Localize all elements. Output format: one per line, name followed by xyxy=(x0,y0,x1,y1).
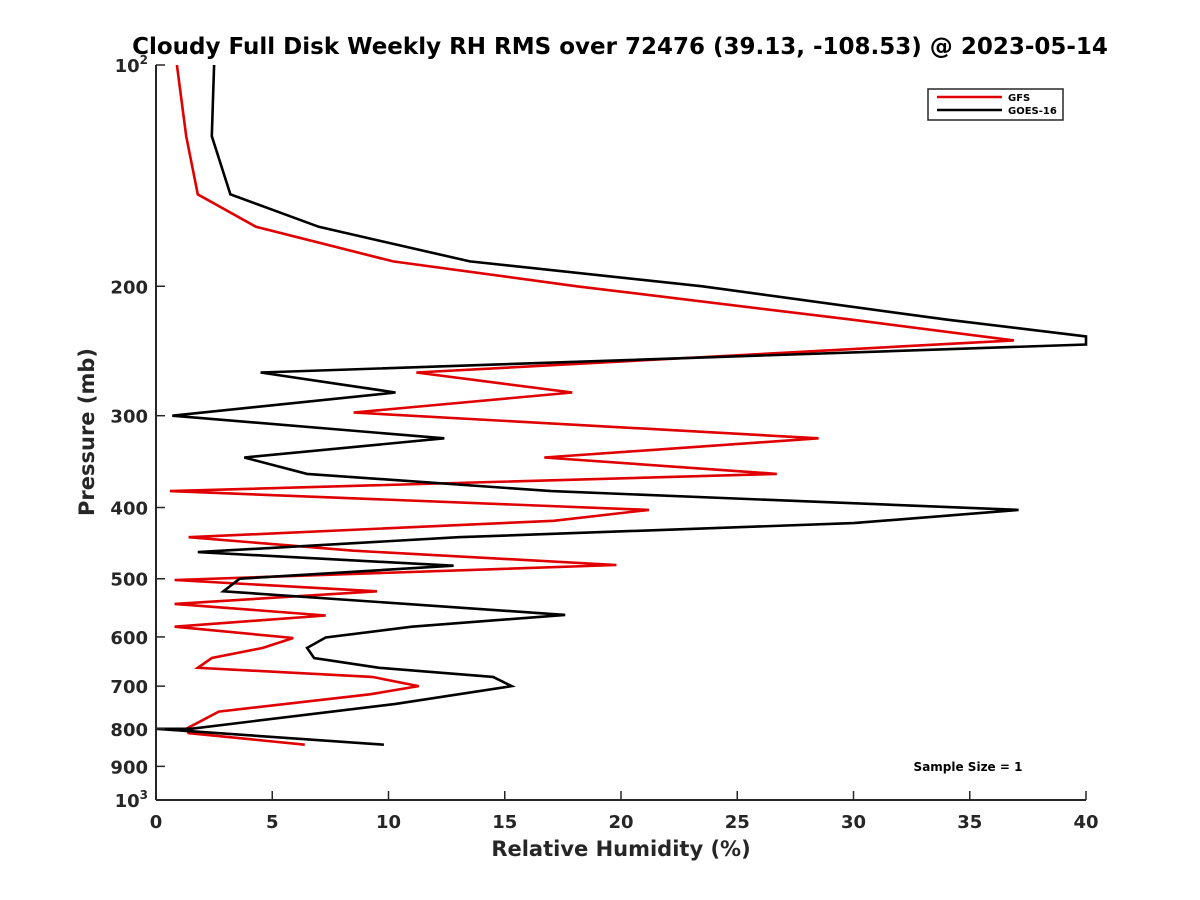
x-tick-label: 5 xyxy=(266,812,279,833)
x-tick-label: 35 xyxy=(957,812,982,833)
y-tick-label: 102 xyxy=(115,53,148,77)
legend-label: GOES-16 xyxy=(1008,106,1057,117)
y-axis-label: Pressure (mb) xyxy=(75,348,99,516)
y-tick-label: 200 xyxy=(110,277,148,298)
axes-layer xyxy=(155,65,1086,801)
ticks-layer: 0 5 10 15 20 25 30 35 40 102 200 300 400 500 600 700 800… xyxy=(110,53,1098,833)
x-tick-label: 15 xyxy=(492,812,517,833)
y-tick-label: 400 xyxy=(110,499,148,520)
y-tick-label: 700 xyxy=(110,677,148,698)
chart-title: Cloudy Full Disk Weekly RH RMS over 7247… xyxy=(132,34,1108,60)
series-line-gfs xyxy=(169,64,1015,746)
x-tick-label: 20 xyxy=(608,812,633,833)
sample-size-annotation: Sample Size = 1 xyxy=(914,760,1023,774)
legend: GFS GOES-16 xyxy=(927,88,1064,121)
x-tick-label: 40 xyxy=(1073,812,1098,833)
x-tick-label: 25 xyxy=(725,812,750,833)
series-layer xyxy=(155,64,1088,746)
y-tick-label: 103 xyxy=(115,788,148,812)
y-tick-label: 800 xyxy=(110,720,148,741)
y-tick-label: 600 xyxy=(110,628,148,649)
x-tick-label: 30 xyxy=(841,812,866,833)
legend-box xyxy=(927,88,1064,121)
x-axis-label: Relative Humidity (%) xyxy=(491,837,750,861)
x-tick-label: 10 xyxy=(376,812,401,833)
x-tick-label: 0 xyxy=(150,812,163,833)
y-tick-label: 300 xyxy=(110,407,148,428)
series-line-goes-16 xyxy=(155,64,1088,746)
legend-label: GFS xyxy=(1008,93,1030,104)
y-tick-label: 900 xyxy=(110,757,148,778)
legend-items: GFS GOES-16 xyxy=(937,93,1057,117)
y-tick-label: 500 xyxy=(110,570,148,591)
